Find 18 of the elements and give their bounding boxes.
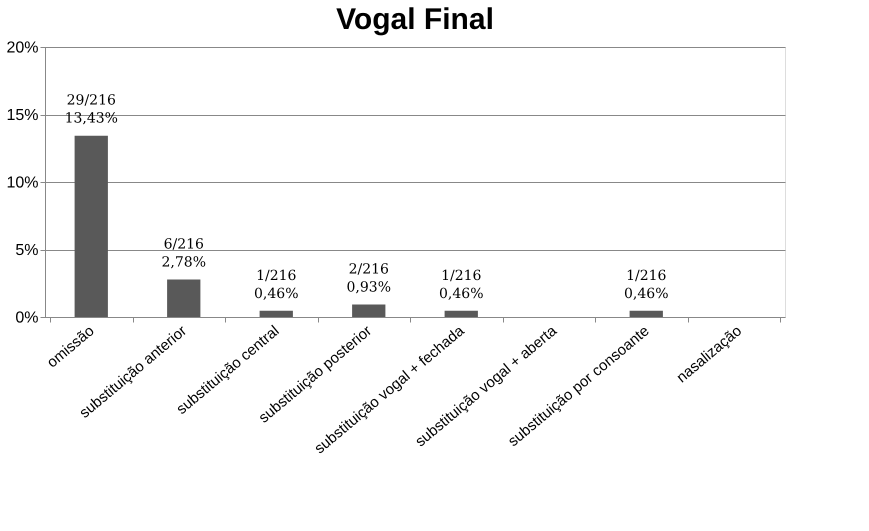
bar <box>630 310 663 317</box>
data-label: 1/216 0,46% <box>439 268 484 302</box>
bar <box>444 310 478 317</box>
data-label: 1/216 0,46% <box>254 268 298 302</box>
y-tick-label: 20% <box>6 40 38 56</box>
data-label: 1/216 0,46% <box>624 268 668 302</box>
y-tick-label: 0% <box>15 310 38 326</box>
data-label: 6/216 2,78% <box>162 236 206 270</box>
bar <box>74 136 108 317</box>
data-label: 2/216 0,93% <box>346 261 391 296</box>
bar <box>352 304 386 317</box>
y-tick-label: 10% <box>6 174 38 192</box>
data-label: 29/216 13,43% <box>64 92 118 127</box>
y-tick-label: 15% <box>6 107 38 124</box>
bar <box>167 279 200 317</box>
chart-title: Vogal Final <box>336 3 494 36</box>
y-tick-label: 5% <box>15 242 38 259</box>
bar <box>260 310 293 317</box>
